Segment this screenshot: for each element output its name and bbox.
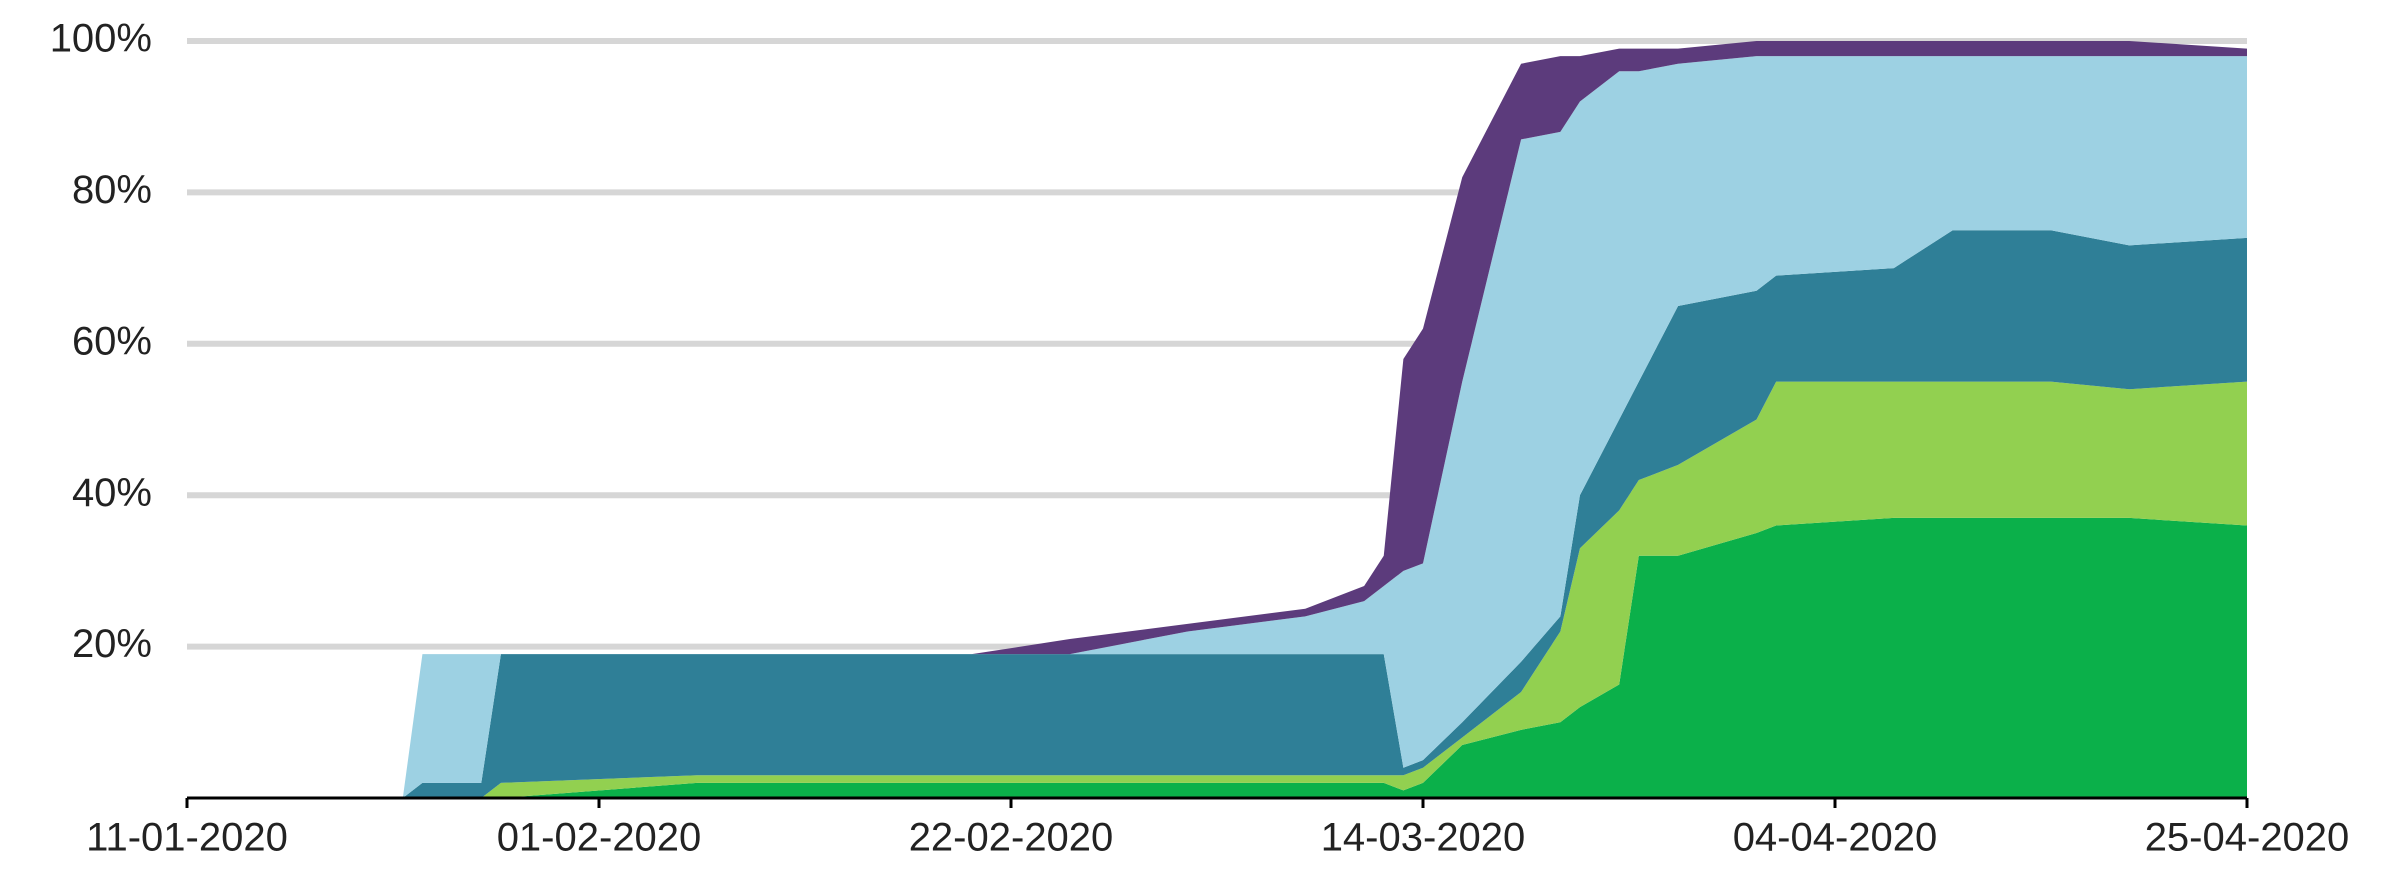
area bbox=[187, 517, 2247, 798]
x-tick-label: 04-04-2020 bbox=[1733, 816, 1938, 860]
x-tick-label: 11-01-2020 bbox=[86, 816, 288, 860]
y-tick-label: 100% bbox=[50, 17, 152, 61]
area bbox=[187, 56, 2247, 798]
x-tick-label: 25-04-2020 bbox=[2145, 816, 2350, 860]
y-tick-label: 40% bbox=[72, 471, 152, 515]
x-tick-label: 14-03-2020 bbox=[1321, 816, 1526, 860]
x-tick-label: 01-02-2020 bbox=[497, 816, 702, 860]
area bbox=[187, 381, 2247, 798]
y-tick-label: 80% bbox=[72, 168, 152, 212]
x-tick-label: 22-02-2020 bbox=[909, 816, 1114, 860]
y-tick-label: 20% bbox=[72, 622, 152, 666]
y-tick-label: 60% bbox=[72, 319, 152, 363]
area bbox=[187, 230, 2247, 798]
